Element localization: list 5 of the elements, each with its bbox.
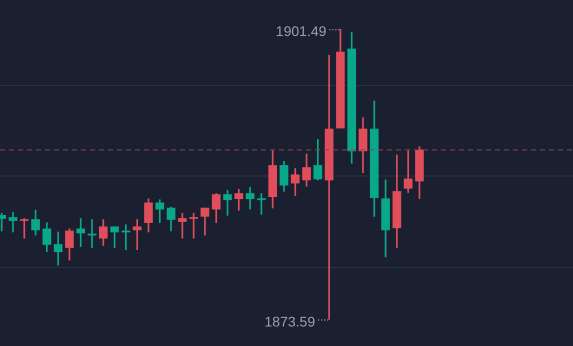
candlestick (8, 212, 18, 232)
candlestick (223, 190, 232, 216)
candlestick (88, 219, 96, 248)
annotation: 1873.59 (264, 313, 316, 330)
annotation: 1901.49 (276, 23, 327, 40)
